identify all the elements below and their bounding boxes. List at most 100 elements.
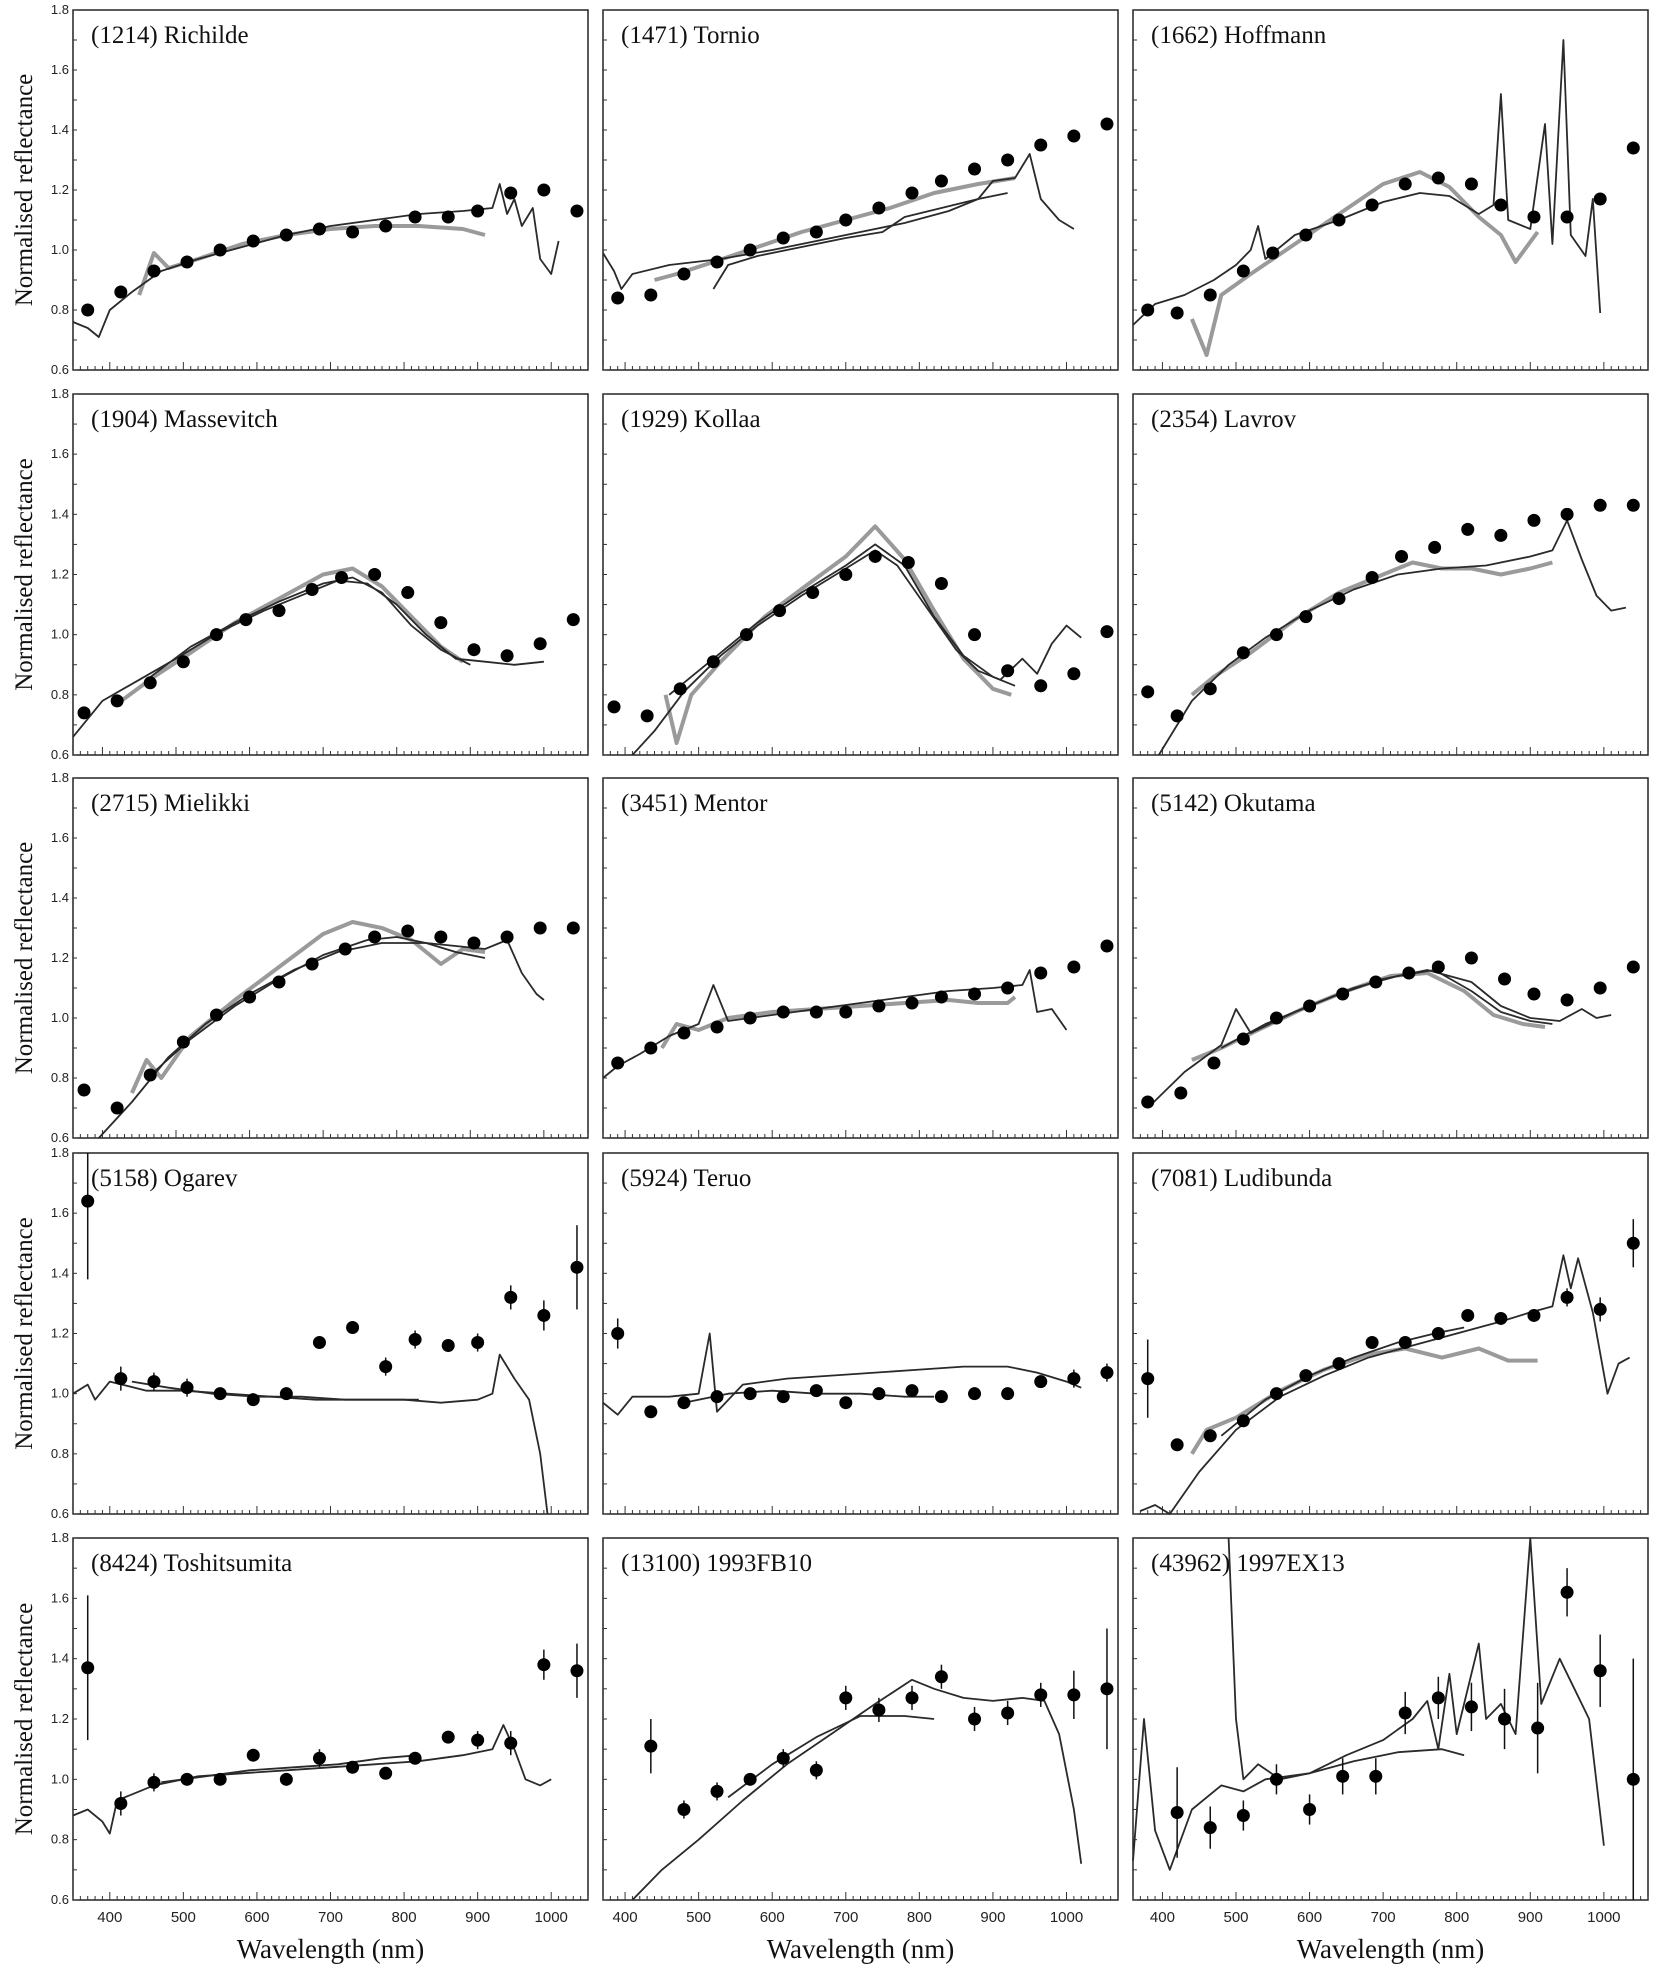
- spectrum-line-black: [602, 969, 1068, 1079]
- data-point: [644, 288, 658, 302]
- panel-title: (7081) Ludibunda: [1151, 1165, 1332, 1192]
- panel: (1904) Massevitch 0.6 0.8 1.0 1.2 1.4 1.6 1.8 No…: [11, 386, 589, 762]
- x-tick-label: 700: [318, 1909, 343, 1926]
- spectrum-line-gray: [1190, 170, 1540, 357]
- x-tick-label: 1000: [1587, 1909, 1620, 1926]
- panel-title: (1929) Kollaa: [621, 406, 761, 433]
- data-point: [1498, 1712, 1512, 1726]
- data-point: [110, 1101, 124, 1115]
- y-axis-label: Normalised reflectance: [11, 1603, 38, 1836]
- data-point: [246, 1393, 260, 1407]
- y-tick-label: 1.2: [51, 950, 69, 965]
- data-point: [1336, 987, 1350, 1001]
- data-point: [776, 1005, 790, 1019]
- data-point: [1464, 1700, 1478, 1714]
- data-point: [809, 1005, 823, 1019]
- panel-title: (5924) Teruo: [621, 1165, 751, 1192]
- data-point: [1332, 1357, 1346, 1371]
- data-point: [467, 936, 481, 950]
- y-tick-label: 1.6: [51, 446, 69, 461]
- data-point: [408, 1333, 422, 1347]
- spectrum-line-black: [1147, 969, 1612, 1109]
- spectrum-line-black: [602, 1332, 1082, 1416]
- y-tick-label: 1.2: [51, 1326, 69, 1341]
- x-tick-label: 900: [1518, 1909, 1543, 1926]
- data-point: [1593, 981, 1607, 995]
- data-point: [1203, 1429, 1217, 1443]
- data-point: [209, 628, 223, 642]
- data-point: [346, 225, 360, 239]
- data-point: [677, 1803, 691, 1816]
- data-point: [1269, 628, 1283, 642]
- data-point: [1034, 1375, 1048, 1389]
- data-point: [934, 174, 948, 188]
- data-point: [905, 186, 919, 200]
- data-point: [1269, 1772, 1283, 1786]
- data-point: [379, 1360, 393, 1374]
- data-point: [537, 1308, 551, 1322]
- x-axis-label: Wavelength (nm): [1297, 1934, 1485, 1964]
- spectrum-line-black: [602, 153, 1075, 290]
- data-point: [570, 204, 584, 218]
- data-point: [872, 999, 886, 1013]
- y-tick-label: 1.6: [51, 62, 69, 77]
- data-point: [1067, 667, 1081, 681]
- data-point: [1593, 1302, 1607, 1316]
- data-point: [114, 1372, 128, 1386]
- data-point: [81, 303, 95, 317]
- x-tick-label: 400: [1150, 1909, 1175, 1926]
- data-point: [1303, 1803, 1317, 1816]
- data-point: [1266, 246, 1280, 260]
- data-point: [1170, 1806, 1184, 1820]
- x-tick-label: 800: [1444, 1909, 1469, 1926]
- data-point: [1527, 1308, 1541, 1322]
- data-point: [537, 1658, 551, 1672]
- data-point: [934, 1670, 948, 1684]
- y-tick-label: 1.4: [51, 1265, 69, 1280]
- data-point: [1494, 198, 1508, 212]
- data-point: [968, 1387, 982, 1401]
- y-tick-label: 1.2: [51, 182, 69, 197]
- data-point: [401, 586, 415, 600]
- panel: (1929) Kollaa: [602, 393, 1119, 756]
- data-point: [1236, 1032, 1250, 1046]
- data-point: [1001, 664, 1015, 678]
- data-point: [1174, 1086, 1188, 1100]
- data-point: [1464, 951, 1478, 965]
- data-point: [1560, 1585, 1574, 1599]
- y-tick-label: 0.8: [51, 302, 69, 317]
- data-point: [1303, 999, 1317, 1013]
- spectrum-line-gray: [1191, 971, 1546, 1062]
- data-point: [905, 1384, 919, 1398]
- data-point: [1593, 498, 1607, 512]
- data-point: [471, 1733, 485, 1747]
- panel: (1471) Tornio: [602, 9, 1119, 371]
- data-point: [1560, 210, 1574, 224]
- x-tick-label: 1000: [1050, 1909, 1083, 1926]
- data-point: [209, 1008, 223, 1022]
- spectrum-line-black: [1132, 1718, 1465, 1871]
- data-point: [114, 1796, 128, 1810]
- data-point: [1398, 177, 1412, 191]
- panel: (8424) Toshitsumita 0.6 0.8 1.0 1.2 1.4 1.6 1.8…: [11, 1530, 589, 1964]
- data-point: [312, 1336, 326, 1350]
- data-point: [1067, 129, 1081, 143]
- data-point: [1461, 522, 1475, 536]
- data-point: [180, 255, 194, 269]
- data-point: [1100, 1682, 1114, 1696]
- y-tick-label: 0.6: [51, 362, 69, 377]
- data-point: [1034, 679, 1048, 693]
- panel-title: (1662) Hoffmann: [1151, 22, 1327, 49]
- y-tick-label: 1.0: [51, 1386, 69, 1401]
- spectrum-line-black-2: [1220, 969, 1553, 1049]
- data-point: [968, 1712, 982, 1726]
- data-point: [809, 1384, 823, 1398]
- plot-frame: [1132, 393, 1649, 756]
- x-tick-label: 900: [465, 1909, 490, 1926]
- panel-title: (1471) Tornio: [621, 22, 760, 49]
- data-point: [1531, 1721, 1545, 1735]
- y-tick-label: 1.0: [51, 1771, 69, 1786]
- data-point: [471, 1336, 485, 1350]
- data-point: [504, 1290, 518, 1304]
- data-point: [905, 1691, 919, 1705]
